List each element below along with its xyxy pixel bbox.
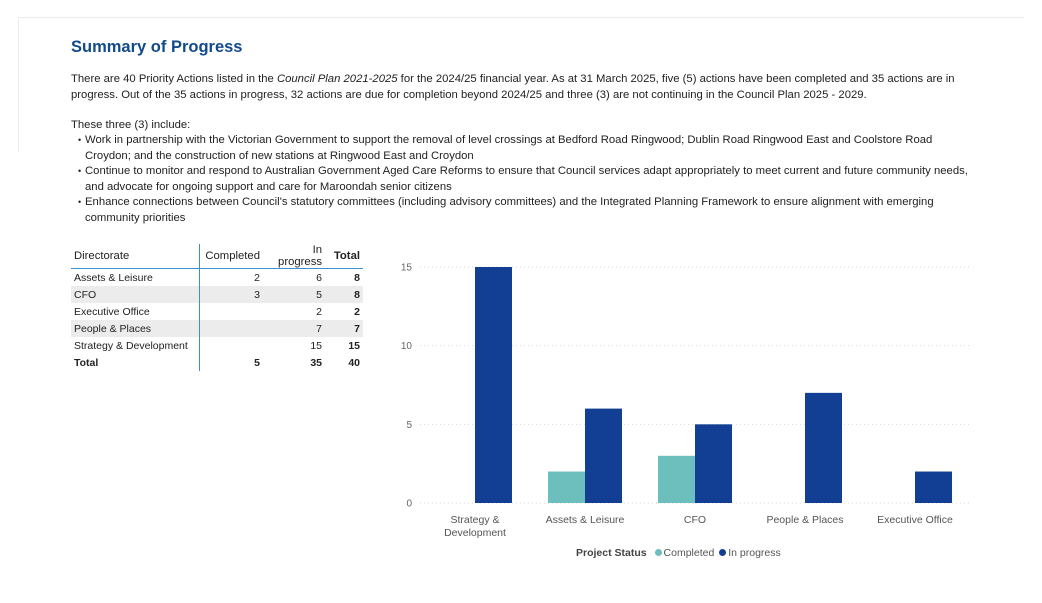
summary-table: Directorate Completed In progress Total … [71, 244, 363, 371]
x-tick-label: CFO [684, 514, 706, 526]
cell-total: 2 [354, 305, 360, 318]
chart-legend: Project Status Completed In progress [576, 547, 783, 559]
bullet-item: Work in partnership with the Victorian G… [78, 133, 978, 164]
table-row: Strategy & Development 15 15 [71, 337, 363, 354]
cell-in-progress: 6 [316, 271, 322, 284]
legend-title: Project Status [576, 547, 647, 559]
bar-in-progress[interactable] [805, 392, 842, 503]
table-row: CFO 3 5 8 [71, 286, 363, 303]
x-tick-label: Executive Office [877, 514, 953, 526]
table-row: People & Places 7 7 [71, 320, 363, 337]
cell-total: 8 [354, 271, 360, 284]
cell-completed: 2 [254, 271, 260, 284]
bullet-item: Enhance connections between Council's st… [78, 195, 978, 226]
cell-total: 8 [325, 286, 363, 303]
header-directorate[interactable]: Directorate [71, 244, 200, 269]
bar-in-progress[interactable] [915, 471, 952, 503]
table-header-row: Directorate Completed In progress Total [71, 244, 363, 269]
cell-completed: 5 [254, 356, 260, 369]
table-row: Assets & Leisure 2 6 8 [71, 268, 363, 286]
y-tick-label: 15 [401, 263, 413, 274]
legend-in-progress-label[interactable]: In progress [728, 547, 781, 559]
x-tick-label: Assets & Leisure [546, 514, 625, 526]
include-heading: These three (3) include: [71, 119, 191, 131]
table-total-row: Total 5 35 40 [71, 354, 363, 371]
cell-directorate: Strategy & Development [71, 337, 200, 354]
cell-directorate: Assets & Leisure [71, 268, 200, 286]
intro-paragraph: There are 40 Priority Actions listed in … [71, 71, 971, 103]
bar-in-progress[interactable] [475, 267, 512, 503]
cell-directorate: Total [71, 354, 200, 371]
intro-text-start: There are 40 Priority Actions listed in … [71, 73, 277, 85]
header-completed[interactable]: Completed [205, 250, 260, 262]
cell-in-progress: 5 [263, 286, 325, 303]
cell-directorate: People & Places [71, 320, 200, 337]
y-tick-label: 10 [401, 341, 413, 352]
cell-completed: 3 [199, 286, 263, 303]
bullet-list: Work in partnership with the Victorian G… [78, 133, 978, 227]
page-title: Summary of Progress [71, 38, 243, 56]
council-plan-title: Council Plan 2021-2025 [276, 73, 398, 85]
visual-frame-top [18, 17, 1024, 18]
x-tick-label: Strategy & [450, 514, 499, 526]
legend-completed-swatch [654, 549, 662, 556]
header-total[interactable]: Total [333, 250, 360, 262]
x-tick-label: People & Places [766, 514, 843, 526]
cell-completed [200, 337, 264, 354]
y-tick-label: 5 [406, 420, 412, 431]
cell-total: 7 [325, 320, 363, 337]
bar-in-progress[interactable] [585, 408, 622, 503]
cell-directorate: CFO [71, 286, 200, 303]
cell-in-progress: 35 [310, 356, 322, 369]
header-in-progress[interactable]: In progress [278, 244, 322, 268]
cell-completed [200, 303, 264, 320]
cell-in-progress: 15 [310, 339, 322, 352]
bar-chart: 0 5 10 15 Strategy &Development Assets & Leis… [401, 263, 970, 539]
cell-total: 40 [348, 356, 360, 369]
bar-completed[interactable] [548, 471, 585, 503]
cell-directorate: Executive Office [71, 303, 200, 320]
table-row: Executive Office 2 2 [71, 303, 363, 320]
x-tick-label: Development [444, 527, 506, 539]
cell-completed [199, 320, 263, 337]
legend-in-progress-swatch [719, 549, 727, 556]
legend-completed-label[interactable]: Completed [663, 547, 715, 559]
intro-text-end: for the 2024/25 financial year. As at 31… [71, 73, 955, 101]
cell-total: 15 [348, 339, 360, 352]
bullet-item: Continue to monitor and respond to Austr… [78, 164, 978, 195]
bar-completed[interactable] [658, 455, 695, 503]
visual-frame-left [18, 17, 19, 152]
bar-in-progress[interactable] [695, 424, 732, 503]
cell-in-progress: 7 [263, 320, 325, 337]
cell-in-progress: 2 [316, 305, 322, 318]
y-tick-label: 0 [406, 499, 412, 510]
